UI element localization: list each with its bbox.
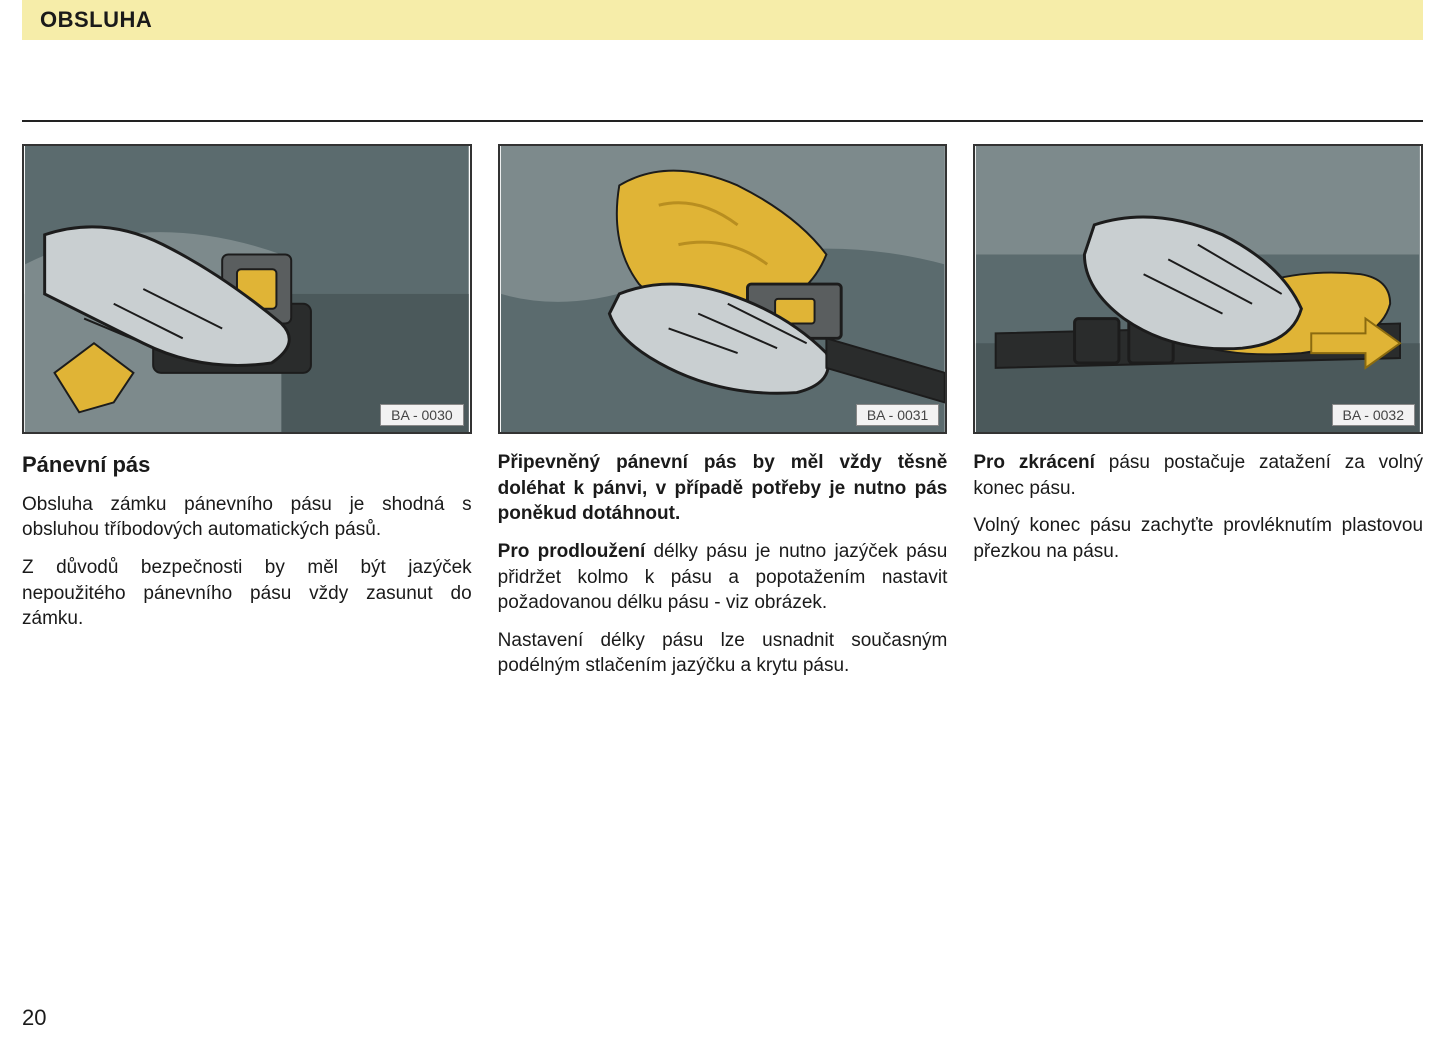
seatbelt-buckle-icon [24,146,470,432]
figure-3: BA - 0032 [973,144,1423,434]
column-3-text: Pro zkrácení pásu postačuje zatažení za … [973,450,1423,565]
col1-p2: Z důvodů bezpečnosti by měl být jazýček … [22,555,472,632]
figure-2-label: BA - 0031 [856,404,940,426]
column-2-text: Připevněný pánevní pás by měl vždy těsně… [498,450,948,679]
column-1-text: Pánevní pás Obsluha zámku pánevního pásu… [22,450,472,632]
column-3: BA - 0032 Pro zkrácení pásu postačuje za… [973,144,1423,691]
horizontal-rule [22,120,1423,122]
header-bar: OBSLUHA [22,0,1423,40]
col2-p2: Pro prodloužení délky pásu je nutno jazý… [498,539,948,616]
col3-p1-lead: Pro zkrácení [973,452,1095,473]
seatbelt-shorten-icon [975,146,1421,432]
page-number: 20 [22,1005,46,1031]
col2-p3: Nastavení délky pásu lze usnadnit součas… [498,628,948,679]
col1-p1: Obsluha zámku pánevního pásu je shodná s… [22,492,472,543]
seatbelt-lengthen-icon [500,146,946,432]
col3-p2: Volný konec pásu zachyťte provléknutím p… [973,513,1423,564]
header-title: OBSLUHA [40,7,152,33]
column-2: BA - 0031 Připevněný pánevní pás by měl … [498,144,948,691]
figure-2: BA - 0031 [498,144,948,434]
figure-3-label: BA - 0032 [1332,404,1416,426]
col1-heading: Pánevní pás [22,450,472,480]
col2-p2-lead: Pro prodloužení [498,541,646,562]
col3-p1: Pro zkrácení pásu postačuje zatažení za … [973,450,1423,501]
columns: BA - 0030 Pánevní pás Obsluha zámku páne… [22,144,1423,691]
column-1: BA - 0030 Pánevní pás Obsluha zámku páne… [22,144,472,691]
figure-1-label: BA - 0030 [380,404,464,426]
figure-1: BA - 0030 [22,144,472,434]
page: OBSLUHA BA - [0,0,1445,1061]
col2-p1: Připevněný pánevní pás by měl vždy těsně… [498,450,948,527]
